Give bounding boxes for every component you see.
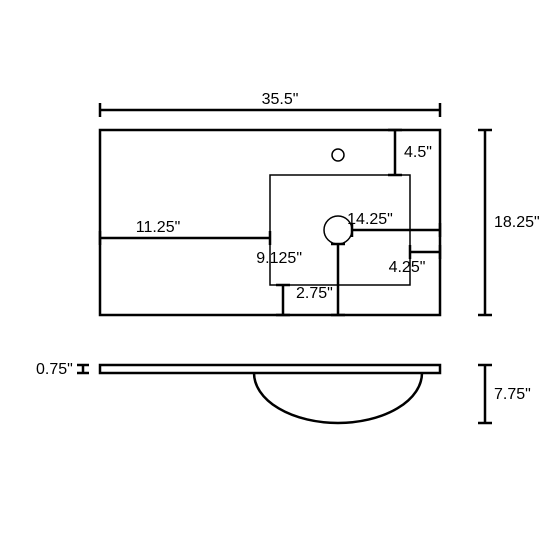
- dim-drain-to-front-label: 9.125": [256, 250, 302, 267]
- dim-bowl-depth-label: 7.75": [494, 386, 531, 403]
- dim-slab-thickness-label: 0.75": [36, 361, 73, 378]
- dim-basin-to-edge-label: 4.25": [389, 259, 426, 276]
- dim-basin-to-front-label: 2.75": [296, 285, 333, 302]
- dim-faucet-offset-label: 4.5": [404, 144, 432, 161]
- slab-outline: [100, 365, 440, 373]
- dim-drain-to-edge-label: 14.25": [347, 211, 393, 228]
- technical-drawing: 35.5" 18.25" 4.5" 14.25" 4.25" 11.25" 9.125" 2.…: [0, 0, 550, 550]
- dim-total-width-label: 35.5": [262, 91, 299, 108]
- faucet-hole: [332, 149, 344, 161]
- dim-total-height-label: 18.25": [494, 214, 540, 231]
- bowl-outline: [254, 373, 422, 423]
- dim-left-to-basin-label: 11.25": [136, 219, 181, 236]
